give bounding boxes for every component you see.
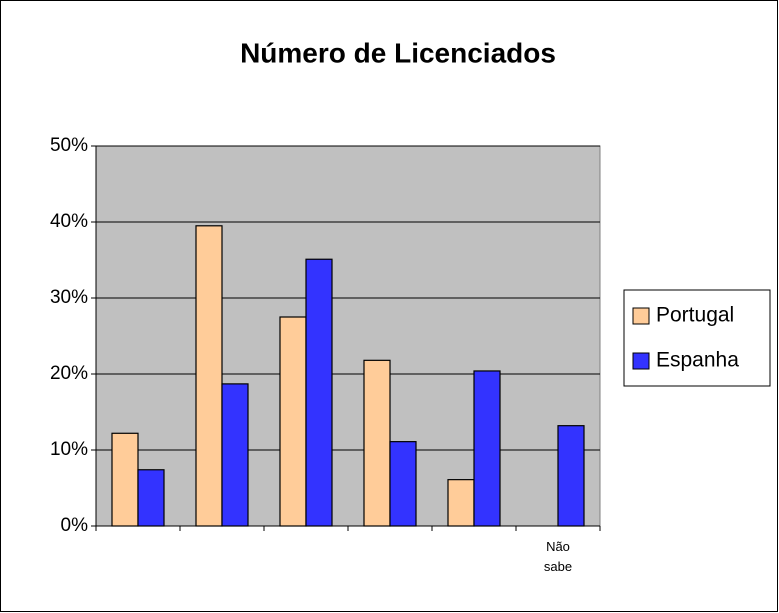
bar	[363, 359, 391, 527]
y-tick-label: 0%	[61, 515, 89, 536]
y-tick-label: 20%	[50, 363, 88, 384]
x-tick-label: Não sabe	[544, 539, 572, 574]
legend-swatch	[632, 352, 650, 370]
y-tick-label: 10%	[50, 439, 88, 460]
legend: Portugal Espanha	[623, 289, 771, 387]
bar	[305, 258, 333, 527]
bar	[111, 432, 139, 527]
legend-swatch	[632, 307, 650, 325]
bar	[279, 316, 307, 527]
bar	[389, 441, 417, 527]
legend-label: Espanha	[656, 349, 739, 372]
legend-label: Portugal	[656, 304, 734, 327]
bar	[473, 370, 501, 527]
bar	[195, 225, 223, 527]
bar	[137, 469, 165, 527]
bar	[557, 425, 585, 527]
plot-area	[95, 145, 601, 527]
chart-title: Número de Licenciados	[240, 37, 556, 68]
bar	[447, 479, 475, 527]
legend-box	[623, 289, 771, 387]
y-tick-label: 30%	[50, 287, 88, 308]
y-tick-label: 50%	[50, 135, 88, 156]
bar	[221, 383, 249, 527]
y-tick-label: 40%	[50, 211, 88, 232]
